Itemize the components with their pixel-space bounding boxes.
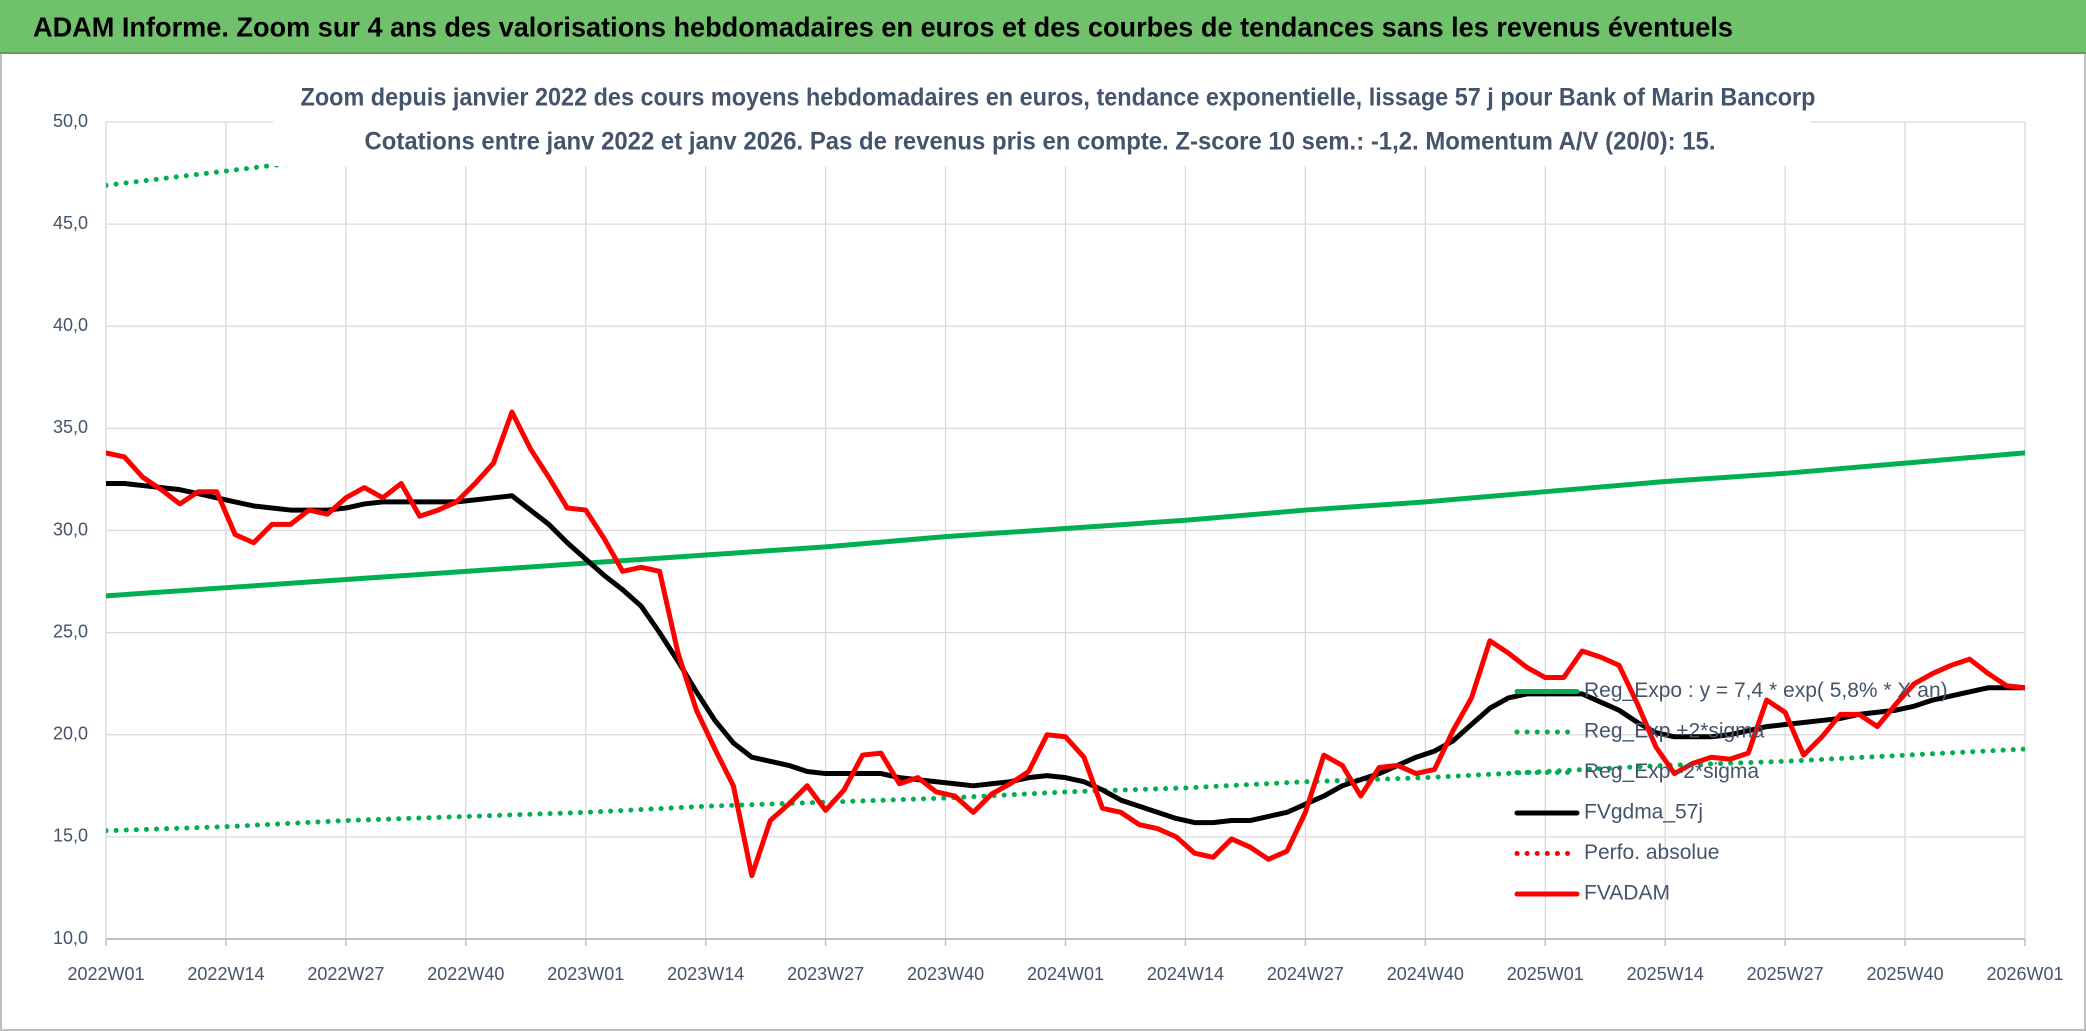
x-tick-label: 2024W40 <box>1387 964 1464 984</box>
y-tick-label: 25,0 <box>53 621 88 641</box>
x-tick-label: 2023W27 <box>787 964 864 984</box>
chart-subtitle: Cotations entre janv 2022 et janv 2026. … <box>365 128 1716 156</box>
legend-label: FVgdma_57j <box>1584 801 1703 824</box>
y-tick-label: 20,0 <box>53 724 88 744</box>
x-tick-label: 2022W27 <box>307 964 384 984</box>
legend-label: Perfo. absolue <box>1584 841 1719 864</box>
header-rule <box>0 52 2086 54</box>
legend-label: Reg_Expo : y = 7,4 * exp( 5,8% * X an) <box>1584 679 1948 702</box>
header-title: ADAM Informe. Zoom sur 4 ans des valoris… <box>33 11 1733 42</box>
y-tick-label: 15,0 <box>53 826 88 846</box>
x-tick-label: 2026W01 <box>1986 964 2063 984</box>
x-tick-label: 2025W14 <box>1627 964 1704 984</box>
series-line <box>106 450 2025 599</box>
x-tick-label: 2023W40 <box>907 964 984 984</box>
series-line <box>106 409 2025 879</box>
title-background <box>273 78 1810 166</box>
header-bar <box>0 0 2086 53</box>
y-tick-label: 35,0 <box>53 417 88 437</box>
x-tick-label: 2022W40 <box>427 964 504 984</box>
x-tick-label: 2022W01 <box>67 964 144 984</box>
y-tick-label: 40,0 <box>53 315 88 335</box>
x-tick-label: 2025W01 <box>1507 964 1584 984</box>
x-tick-label: 2024W01 <box>1027 964 1104 984</box>
legend-label: Reg_Exp +2*sigma <box>1584 720 1765 743</box>
series-line <box>106 481 2025 826</box>
series-line <box>106 746 2025 834</box>
x-tick-label: 2022W14 <box>187 964 264 984</box>
x-tick-label: 2025W27 <box>1747 964 1824 984</box>
x-tick-label: 2024W27 <box>1267 964 1344 984</box>
legend-label: Reg_Exp -2*sigma <box>1584 760 1759 783</box>
title-block: Zoom depuis janvier 2022 des cours moyen… <box>273 78 1816 166</box>
y-tick-label: 45,0 <box>53 213 88 233</box>
legend: Reg_Expo : y = 7,4 * exp( 5,8% * X an) Re… <box>1514 679 1948 905</box>
chart-title: Zoom depuis janvier 2022 des cours moyen… <box>301 84 1816 112</box>
y-tick-label: 30,0 <box>53 519 88 539</box>
x-tick-label: 2023W01 <box>547 964 624 984</box>
y-tick-label: 10,0 <box>53 928 88 948</box>
legend-label: FVADAM <box>1584 882 1670 905</box>
x-tick-label: 2023W14 <box>667 964 744 984</box>
x-tick-label: 2024W14 <box>1147 964 1224 984</box>
y-tick-label: 50,0 <box>53 111 88 131</box>
x-tick-label: 2025W40 <box>1867 964 1944 984</box>
